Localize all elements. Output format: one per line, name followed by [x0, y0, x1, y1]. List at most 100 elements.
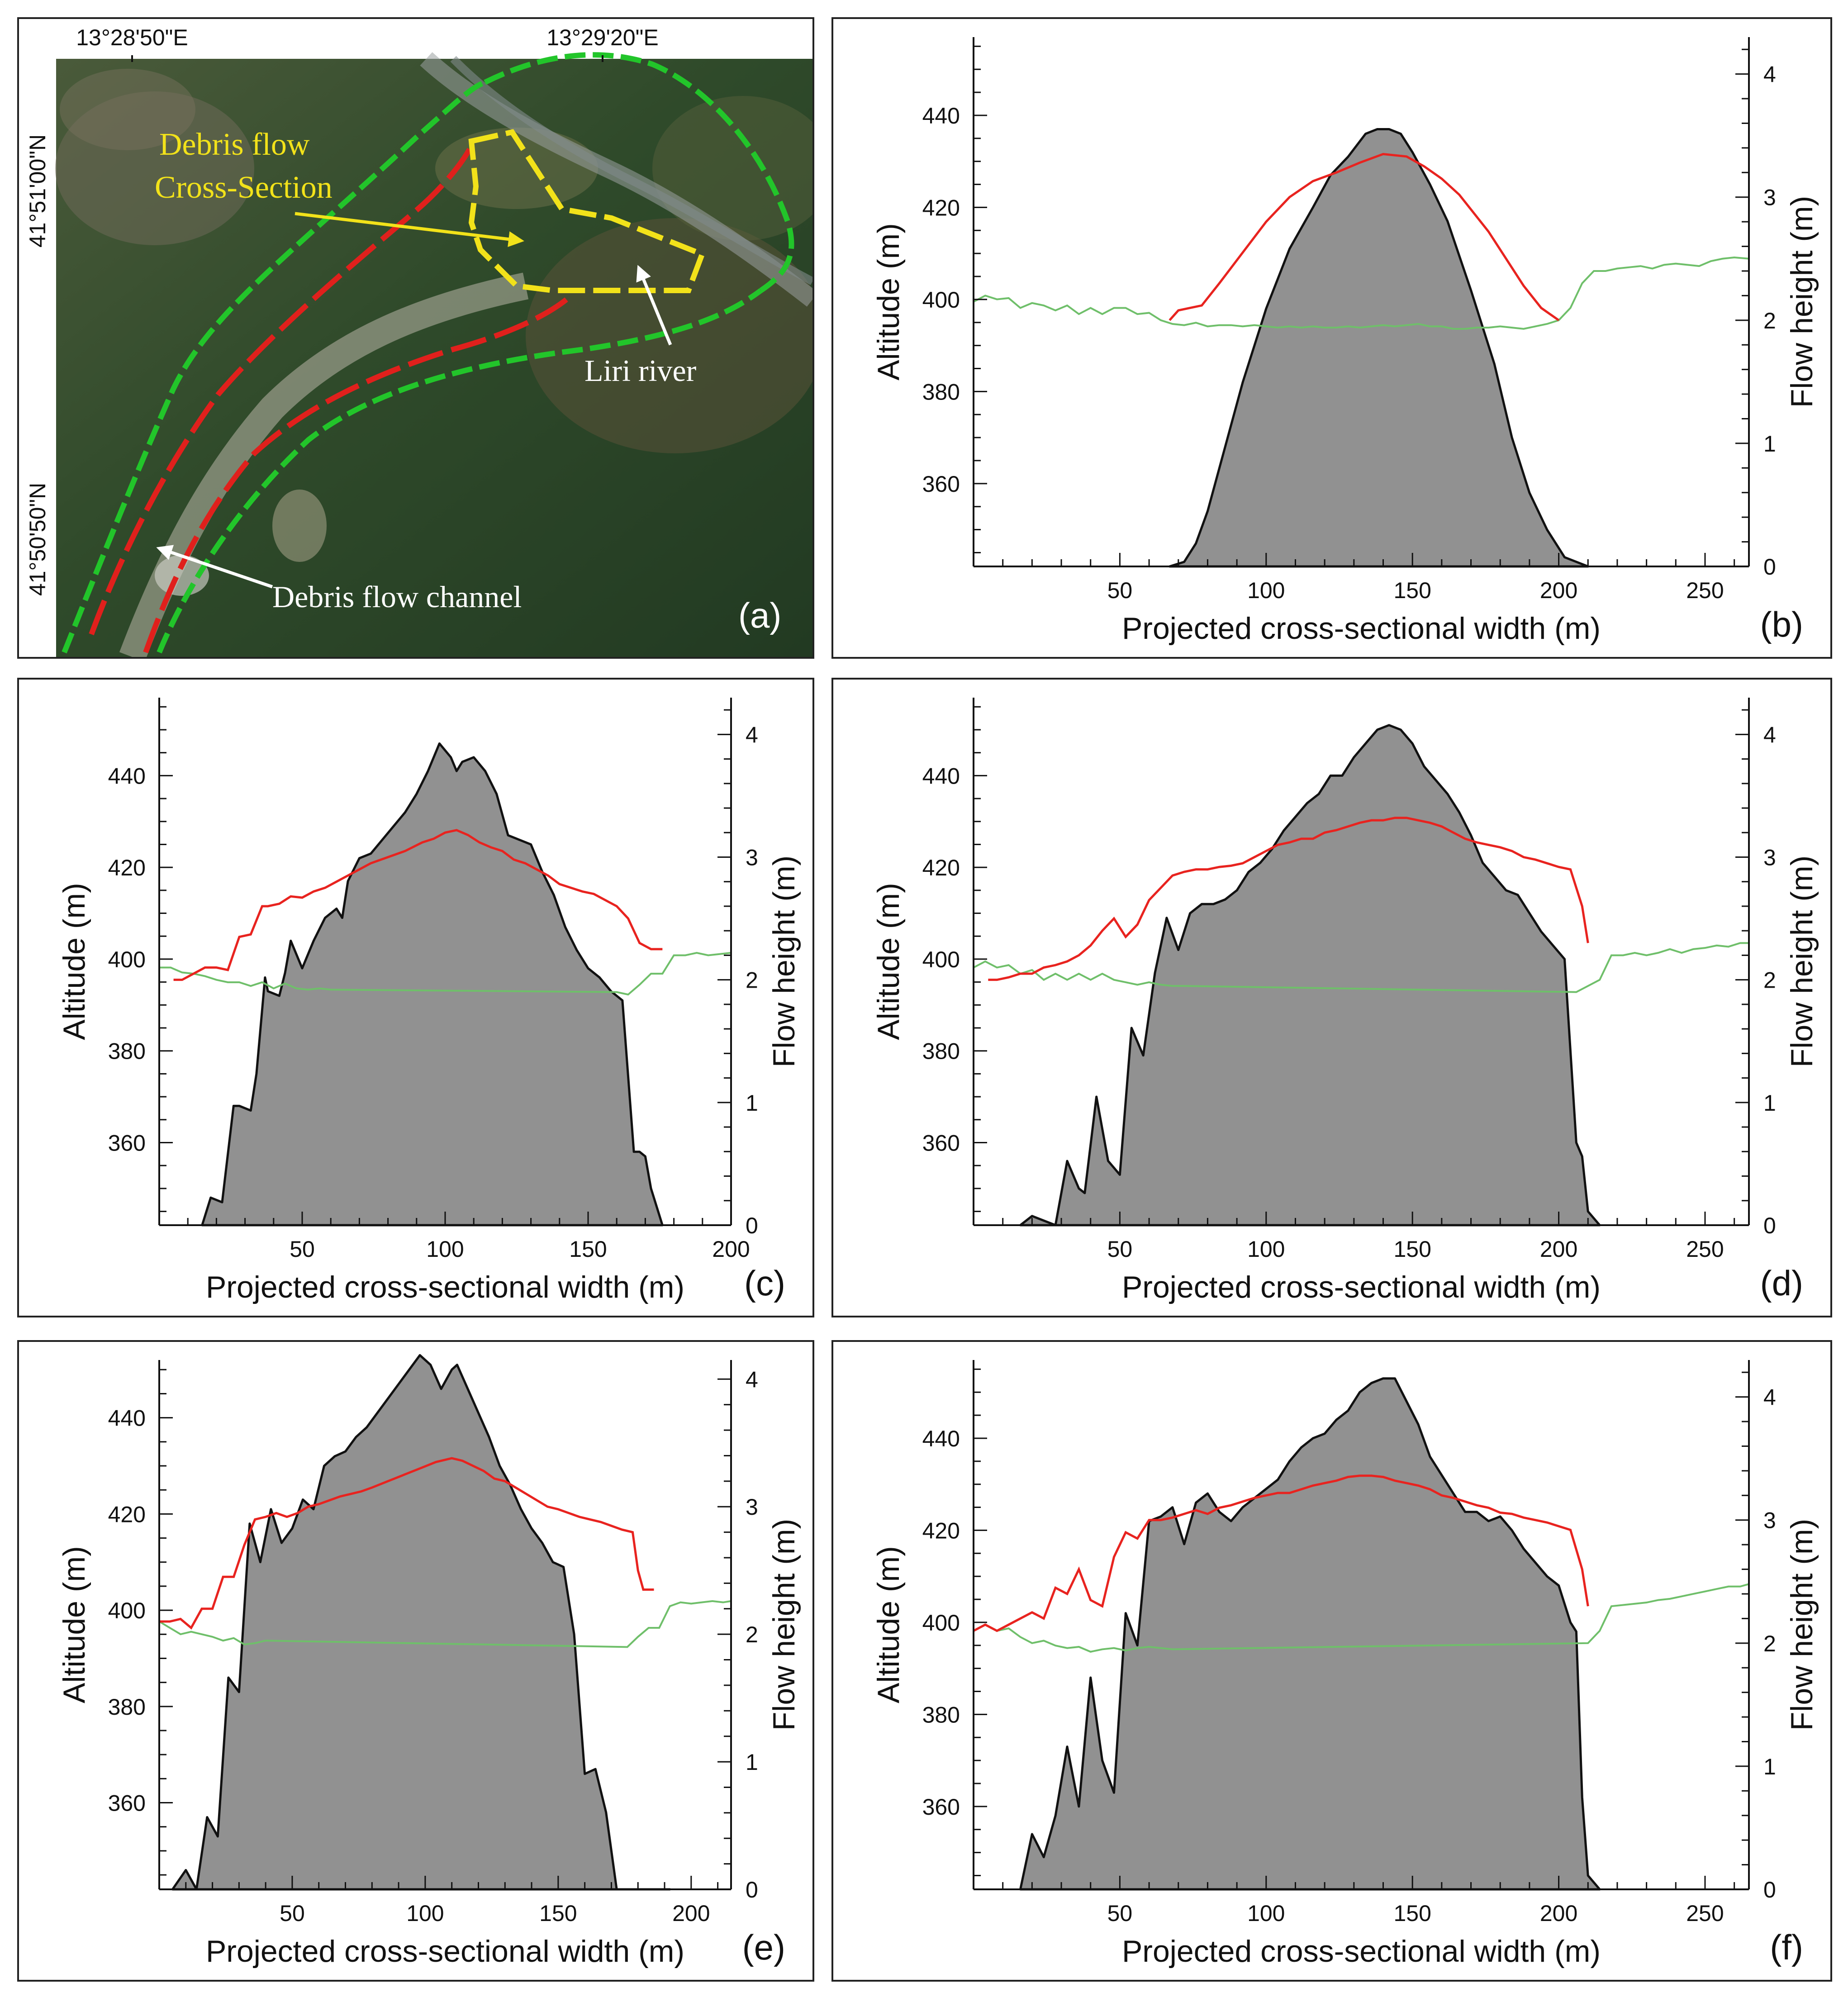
channel-label: Debris flow channel: [272, 580, 522, 614]
y2-tick-label-d: 2: [1763, 968, 1776, 993]
y2-tick-label-f: 2: [1763, 1631, 1776, 1656]
cross-section-arrow: [295, 212, 524, 247]
x-tick-label-d: 50: [1107, 1236, 1133, 1262]
x-tick-label-c: 150: [569, 1236, 607, 1262]
y-axis-label-f: Altitude (m): [871, 1546, 906, 1703]
x-tick-label-b: 100: [1247, 578, 1285, 603]
panel-letter-e: (e): [742, 1927, 785, 1967]
y2-tick-label-e: 0: [746, 1877, 758, 1902]
y-tick-label-c: 420: [108, 855, 146, 880]
terrain-area-e: [171, 1354, 671, 1891]
y2-tick-label-c: 3: [746, 845, 758, 870]
y2-tick-label-b: 3: [1763, 185, 1776, 210]
chart-panel-b: 360 380 400 420 440 0 1 2 3 4 50 100 150 200 250 Projec…: [831, 17, 1832, 659]
map-annotations: Debris flow Cross-Section Liri river Deb…: [155, 127, 781, 635]
x-tick-label-e: 100: [406, 1901, 444, 1926]
flow-line-green-d: [973, 942, 1749, 993]
y2-axis-label-d: Flow height (m): [1785, 856, 1819, 1068]
x-tick-label-d: 150: [1393, 1236, 1431, 1262]
y2-tick-label-e: 2: [746, 1622, 758, 1647]
y2-tick-label-c: 4: [746, 722, 758, 747]
y-tick-label-f: 420: [922, 1518, 960, 1543]
boundary-lines: [62, 52, 794, 654]
x-tick-label-e: 150: [539, 1901, 577, 1926]
channel-arrow: [156, 545, 273, 589]
y2-tick-label-d: 4: [1763, 722, 1776, 747]
x-tick-label-f: 200: [1540, 1901, 1577, 1926]
chart-panel-c: 360 380 400 420 440 0 1 2 3 4 50 100 150 200 Projected…: [17, 678, 814, 1317]
y-tick-label-d: 360: [922, 1130, 960, 1156]
y-tick-label-e: 360: [108, 1791, 146, 1816]
x-tick-label-f: 100: [1247, 1901, 1285, 1926]
y-tick-label-c: 400: [108, 947, 146, 972]
lon-label-west: 13°28'50"E: [76, 25, 188, 50]
x-axis-label-f: Projected cross-sectional width (m): [1122, 1934, 1601, 1969]
map-panel: Debris flow Cross-Section Liri river Deb…: [17, 17, 814, 659]
y-tick-label-b: 400: [922, 287, 960, 313]
y-tick-label-c: 380: [108, 1039, 146, 1064]
x-tick-label-c: 200: [712, 1236, 750, 1262]
cross-section-label-line2: Cross-Section: [155, 170, 333, 205]
x-tick-label-f: 50: [1107, 1901, 1133, 1926]
y2-axis-label-b: Flow height (m): [1785, 196, 1819, 408]
y-tick-label-b: 420: [922, 195, 960, 220]
y-tick-label-c: 440: [108, 763, 146, 789]
flow-line-green-c: [159, 951, 732, 996]
y-tick-label-e: 380: [108, 1694, 146, 1720]
x-axis-label-b: Projected cross-sectional width (m): [1122, 611, 1601, 646]
flow-line-red-d: [988, 817, 1589, 981]
panel-letter-b: (b): [1760, 604, 1803, 644]
y-tick-label-e: 400: [108, 1598, 146, 1623]
x-tick-label-d: 200: [1540, 1236, 1577, 1262]
terrain-area-b: [1168, 128, 1589, 568]
y2-tick-label-b: 0: [1763, 554, 1776, 580]
flow-line-green-e: [158, 1600, 732, 1648]
flow-line-red-c: [173, 829, 663, 981]
panel-letter-d: (d): [1760, 1263, 1803, 1303]
y2-tick-label-c: 2: [746, 968, 758, 993]
y-tick-label-d: 440: [922, 763, 960, 789]
x-tick-label-b: 50: [1107, 578, 1133, 603]
flow-line-green-f: [973, 1583, 1749, 1653]
y2-tick-label-b: 2: [1763, 308, 1776, 333]
y-tick-label-e: 420: [108, 1502, 146, 1527]
x-tick-label-d: 250: [1686, 1236, 1724, 1262]
x-tick-label-c: 100: [426, 1236, 464, 1262]
x-tick-label-c: 50: [290, 1236, 315, 1262]
y-axis-label-e: Altitude (m): [57, 1546, 91, 1703]
y2-tick-label-c: 1: [746, 1090, 758, 1116]
lat-label-north: 41°51'00"N: [25, 134, 50, 247]
y2-tick-label-d: 1: [1763, 1090, 1776, 1116]
chart-d: 360 380 400 420 440 0 1 2 3 4 50 100 150 200 250 Projec…: [871, 698, 1819, 1304]
x-tick-label-b: 200: [1540, 578, 1577, 603]
y2-tick-label-d: 3: [1763, 845, 1776, 870]
y2-axis-label-f: Flow height (m): [1785, 1519, 1819, 1731]
y2-tick-label-d: 0: [1763, 1213, 1776, 1238]
y2-tick-label-e: 3: [746, 1494, 758, 1520]
y2-tick-label-f: 4: [1763, 1385, 1776, 1410]
channel-axis-lines: [89, 144, 568, 654]
lat-label-south: 41°50'50"N: [25, 483, 50, 596]
x-tick-label-f: 150: [1393, 1901, 1431, 1926]
chart-e: 360 380 400 420 440 0 1 2 3 4 50 100 150 200 Projected…: [57, 1354, 801, 1969]
panel-letter-c: (c): [744, 1263, 785, 1303]
x-axis-label-e: Projected cross-sectional width (m): [206, 1934, 684, 1969]
x-tick-label-b: 150: [1393, 578, 1431, 603]
coordinate-labels: 13°28'50"E 13°29'20"E 41°51'00"N 41°50'5…: [25, 25, 659, 596]
x-tick-label-f: 250: [1686, 1901, 1724, 1926]
chart-b: 360 380 400 420 440 0 1 2 3 4 50 100 150 200 250 Projec…: [871, 37, 1819, 646]
y2-axis-label-c: Flow height (m): [767, 856, 801, 1068]
x-tick-label-b: 250: [1686, 578, 1724, 603]
chart-panel-e: 360 380 400 420 440 0 1 2 3 4 50 100 150 200 Projected…: [17, 1340, 814, 1982]
y2-tick-label-c: 0: [746, 1213, 758, 1238]
y2-tick-label-f: 3: [1763, 1508, 1776, 1533]
chart-f: 360 380 400 420 440 0 1 2 3 4 50 100 150 200 250 Projec…: [871, 1360, 1819, 1969]
chart-panel-f: 360 380 400 420 440 0 1 2 3 4 50 100 150 200 250 Projec…: [831, 1340, 1832, 1982]
flow-line-red-b: [1169, 152, 1560, 321]
y-tick-label-f: 360: [922, 1794, 960, 1820]
y2-tick-label-b: 1: [1763, 431, 1776, 457]
flow-line-red-f: [973, 1474, 1589, 1632]
terrain-area-f: [1019, 1377, 1601, 1891]
river-arrow: [636, 265, 672, 346]
y2-tick-label-f: 0: [1763, 1877, 1776, 1902]
